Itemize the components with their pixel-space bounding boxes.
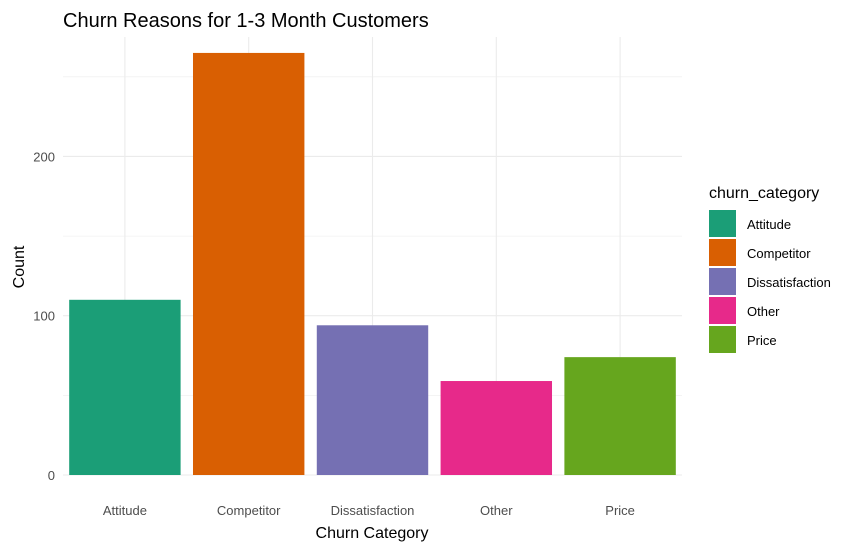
- x-tick-label: Competitor: [217, 503, 281, 518]
- legend-key-attitude: [709, 210, 736, 237]
- y-tick-label: 0: [48, 468, 55, 483]
- legend-items: Attitude Competitor Dissatisfaction Other Pr…: [709, 210, 831, 353]
- x-axis-label: Churn Category: [316, 525, 429, 542]
- legend: churn_category Attitude Competitor Dissati…: [709, 185, 831, 353]
- legend-key-price: [709, 326, 736, 353]
- x-tick-label: Price: [605, 503, 635, 518]
- chart-title: Churn Reasons for 1-3 Month Customers: [63, 10, 429, 32]
- legend-label: Competitor: [747, 246, 811, 261]
- x-tick-label: Attitude: [103, 503, 147, 518]
- bars: [69, 52, 676, 475]
- bar-competitor: [192, 52, 305, 475]
- y-tick-label: 200: [33, 149, 55, 164]
- y-tick-label: 100: [33, 309, 55, 324]
- bar-attitude: [69, 299, 181, 475]
- x-tick-label: Dissatisfaction: [331, 503, 415, 518]
- legend-label: Price: [747, 333, 777, 348]
- legend-key-competitor: [709, 239, 736, 266]
- legend-label: Dissatisfaction: [747, 275, 831, 290]
- bar-other: [440, 381, 553, 475]
- legend-title: churn_category: [709, 185, 819, 202]
- x-tick-label: Other: [480, 503, 513, 518]
- legend-label: Attitude: [747, 217, 791, 232]
- y-axis-label: Count: [11, 245, 28, 288]
- bar-dissatisfaction: [316, 325, 429, 475]
- legend-key-other: [709, 297, 736, 324]
- legend-label: Other: [747, 304, 780, 319]
- y-axis-ticks: 0 100 200: [33, 149, 55, 483]
- bar-price: [564, 357, 676, 475]
- legend-key-dissatisfaction: [709, 268, 736, 295]
- x-axis-ticks: Attitude Competitor Dissatisfaction Other Pr…: [103, 503, 635, 518]
